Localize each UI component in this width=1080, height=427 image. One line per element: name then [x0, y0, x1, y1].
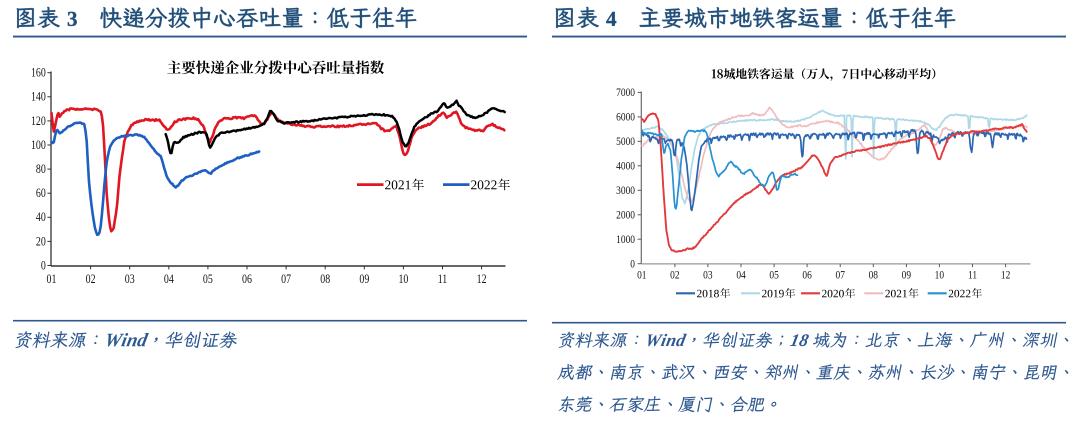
svg-text:100: 100 — [31, 139, 46, 152]
svg-text:40: 40 — [36, 211, 46, 224]
svg-text:04: 04 — [736, 270, 746, 282]
svg-text:0: 0 — [630, 259, 635, 271]
svg-text:2000: 2000 — [616, 210, 635, 222]
svg-text:01: 01 — [47, 273, 57, 286]
svg-text:09: 09 — [359, 273, 369, 286]
svg-text:160: 160 — [31, 67, 46, 80]
svg-text:08: 08 — [869, 270, 878, 282]
svg-text:07: 07 — [281, 273, 291, 286]
svg-text:120: 120 — [31, 115, 46, 128]
svg-text:05: 05 — [769, 270, 778, 282]
svg-text:5000: 5000 — [616, 136, 635, 148]
svg-text:07: 07 — [836, 270, 845, 282]
svg-text:6000: 6000 — [616, 112, 635, 124]
svg-text:01: 01 — [637, 270, 646, 282]
svg-text:11: 11 — [968, 270, 977, 282]
svg-text:03: 03 — [125, 273, 135, 286]
svg-text:12: 12 — [477, 273, 487, 286]
svg-text:11: 11 — [438, 273, 448, 286]
svg-text:140: 140 — [31, 91, 46, 104]
svg-text:03: 03 — [703, 270, 712, 282]
svg-text:05: 05 — [203, 273, 213, 286]
svg-text:0: 0 — [41, 260, 46, 273]
svg-text:60: 60 — [36, 187, 46, 200]
svg-text:10: 10 — [935, 270, 944, 282]
svg-text:3000: 3000 — [616, 185, 635, 197]
svg-text:09: 09 — [902, 270, 911, 282]
svg-text:4000: 4000 — [616, 161, 635, 173]
svg-text:06: 06 — [242, 273, 252, 286]
svg-text:06: 06 — [802, 270, 811, 282]
svg-text:10: 10 — [398, 273, 408, 286]
svg-text:02: 02 — [670, 270, 679, 282]
svg-text:80: 80 — [36, 163, 46, 176]
svg-text:08: 08 — [320, 273, 330, 286]
svg-text:1000: 1000 — [616, 234, 635, 246]
svg-text:7000: 7000 — [616, 87, 635, 99]
svg-text:12: 12 — [1001, 270, 1010, 282]
svg-text:04: 04 — [164, 273, 174, 286]
svg-text:20: 20 — [36, 235, 46, 248]
svg-text:02: 02 — [86, 273, 96, 286]
